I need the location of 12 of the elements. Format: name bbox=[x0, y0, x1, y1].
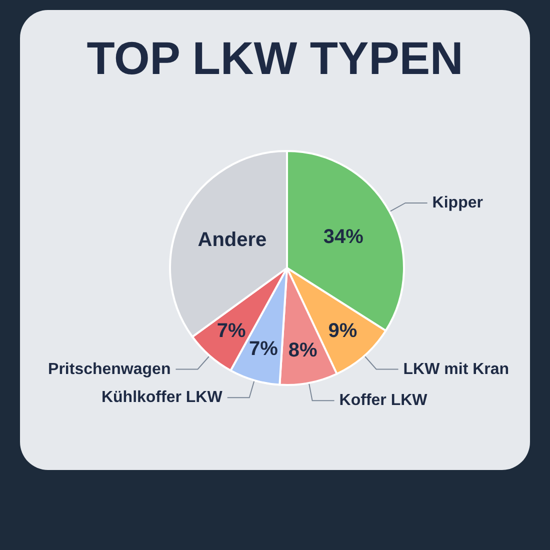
data-label: 7% bbox=[249, 338, 278, 360]
slice-label: LKW mit Kran bbox=[403, 360, 510, 378]
slice-label: Kipper bbox=[432, 194, 483, 212]
data-label: 34% bbox=[323, 226, 364, 248]
slice-label: Andere bbox=[198, 229, 267, 252]
chart-title: TOP LKW TYPEN bbox=[86, 32, 464, 84]
slice-label: Koffer LKW bbox=[339, 392, 428, 410]
data-label: 9% bbox=[328, 320, 358, 342]
data-label: 7% bbox=[216, 320, 246, 342]
slice-label: Kühlkoffer LKW bbox=[101, 389, 224, 406]
slice-label: Pritschenwagen bbox=[48, 360, 171, 378]
data-label: 8% bbox=[288, 340, 318, 362]
